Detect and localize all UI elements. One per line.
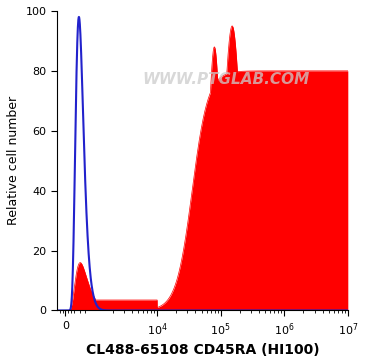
X-axis label: CL488-65108 CD45RA (HI100): CL488-65108 CD45RA (HI100) [85,343,319,357]
Y-axis label: Relative cell number: Relative cell number [7,96,20,225]
Text: WWW.PTGLAB.COM: WWW.PTGLAB.COM [142,72,309,87]
